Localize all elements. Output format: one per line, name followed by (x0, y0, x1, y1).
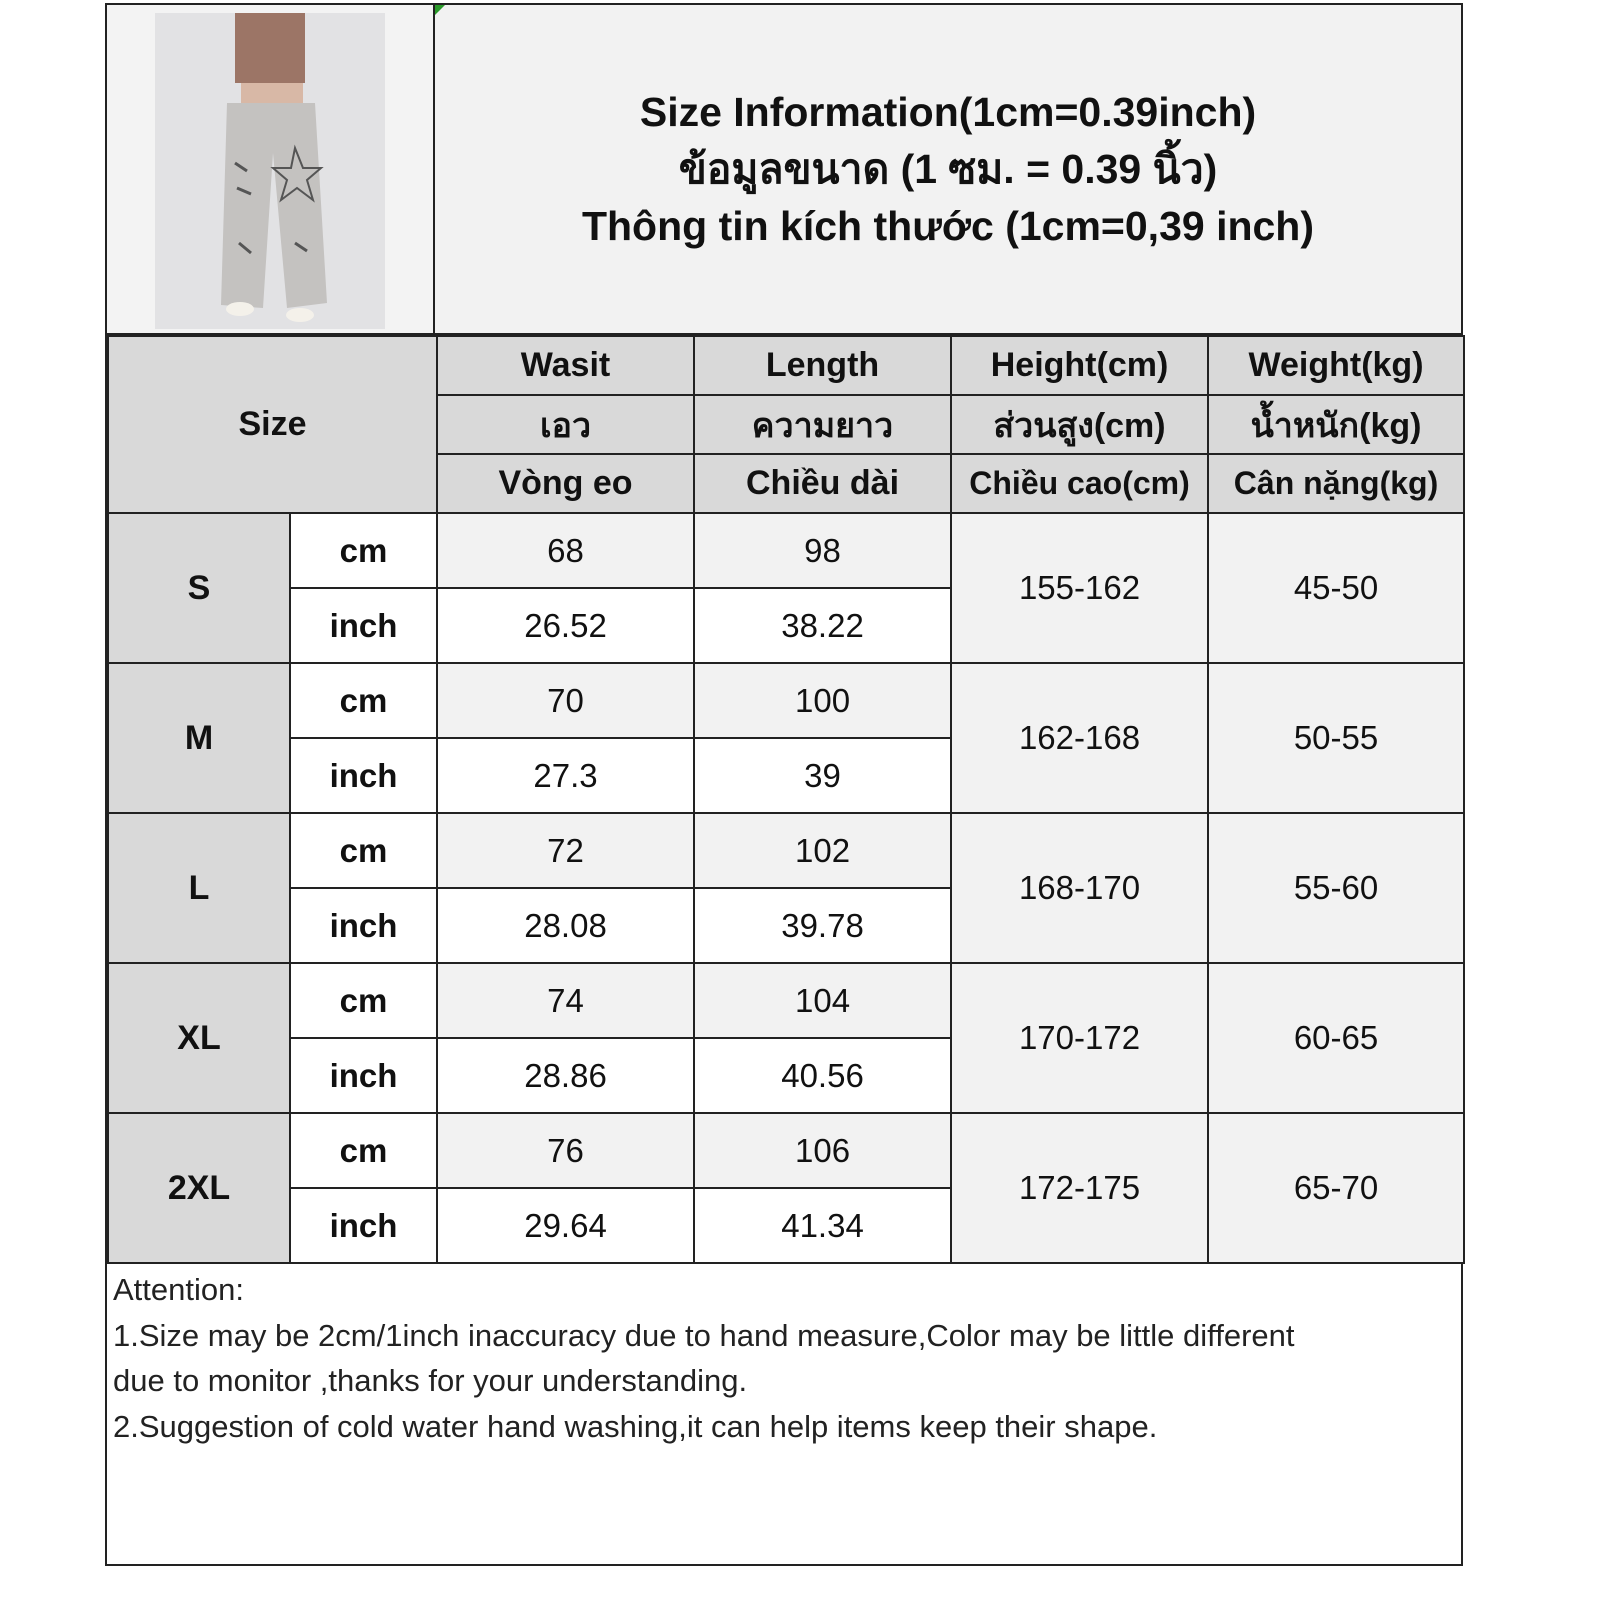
unit-cm: cm (288, 662, 439, 739)
unit-cm: cm (288, 1112, 439, 1189)
col-header-weight: Weight(kg) (1207, 335, 1466, 396)
product-photo-cell (107, 5, 435, 333)
height-range: 162-168 (950, 662, 1210, 814)
length-inch-value: 41.34 (693, 1187, 953, 1264)
size-label: 2XL (107, 1112, 291, 1264)
unit-inch: inch (288, 1037, 439, 1114)
size-table: Size Wasit Length Height(cm) Weight(kg) … (106, 335, 1466, 1264)
note-line: due to monitor ,thanks for your understa… (113, 1363, 748, 1398)
waist-inch-value: 26.52 (436, 587, 696, 664)
unit-inch: inch (288, 737, 439, 814)
waist-cm-value: 68 (436, 512, 696, 589)
waist-cm-value: 76 (436, 1112, 696, 1189)
length-inch-value: 38.22 (693, 587, 953, 664)
weight-range: 60-65 (1207, 962, 1466, 1114)
size-label: XL (107, 962, 291, 1114)
unit-inch: inch (288, 587, 439, 664)
unit-cm: cm (288, 512, 439, 589)
col-header-length-vi: Chiều dài (693, 453, 953, 514)
height-range: 170-172 (950, 962, 1210, 1114)
header-row-english: Size Wasit Length Height(cm) Weight(kg) (106, 335, 1466, 514)
waist-cm-value: 70 (436, 662, 696, 739)
size-header: Size (106, 335, 439, 514)
size-row-inch: inch 27.3 39 (108, 737, 1464, 814)
col-header-weight-thai: น้ำหนัก(kg) (1207, 394, 1466, 455)
length-inch-value: 39 (693, 737, 953, 814)
chart-header: Size Information(1cm=0.39inch) ข้อมูลขนา… (107, 5, 1461, 335)
title-english: Size Information(1cm=0.39inch) (639, 88, 1257, 135)
height-range: 168-170 (950, 812, 1210, 964)
weight-range: 45-50 (1207, 512, 1466, 664)
header-row-vietnamese: Vòng eo Chiều dài Chiều cao(cm) Cân nặng… (108, 453, 1466, 514)
length-cm-value: 100 (693, 662, 953, 739)
size-row-cm: 2XL cm 76 106 172-175 65-70 (107, 1112, 1466, 1264)
unit-inch: inch (288, 1187, 439, 1264)
height-range: 172-175 (950, 1112, 1210, 1264)
waist-inch-value: 28.08 (436, 887, 696, 964)
col-header-height-vi: Chiều cao(cm) (950, 453, 1210, 514)
col-header-waist-thai: เอว (436, 394, 696, 455)
size-row-inch: inch 28.08 39.78 (108, 887, 1464, 964)
size-label: S (107, 512, 291, 664)
note-line: 2.Suggestion of cold water hand washing,… (113, 1408, 1158, 1444)
title-vietnamese: Thông tin kích thước (1cm=0,39 inch) (581, 202, 1315, 249)
length-inch-value: 40.56 (693, 1037, 953, 1114)
unit-inch: inch (288, 887, 439, 964)
size-label: M (107, 662, 291, 814)
unit-cm: cm (288, 812, 439, 889)
notes-heading: Attention: (113, 1272, 244, 1307)
size-row-cm: XL cm 74 104 170-172 60-65 (107, 962, 1466, 1114)
size-row-inch: inch 26.52 38.22 (108, 587, 1464, 664)
waist-inch-value: 27.3 (436, 737, 696, 814)
waist-cm-value: 72 (436, 812, 696, 889)
note-line: 1.Size may be 2cm/1inch inaccuracy due t… (113, 1317, 1295, 1353)
length-inch-value: 39.78 (693, 887, 953, 964)
height-range: 155-162 (950, 512, 1210, 664)
header-row-thai: เอว ความยาว ส่วนสูง(cm) น้ำหนัก(kg) (108, 394, 1466, 455)
size-chart: Size Information(1cm=0.39inch) ข้อมูลขนา… (105, 3, 1466, 1566)
unit-cm: cm (288, 962, 439, 1039)
col-header-length-thai: ความยาว (693, 394, 953, 455)
col-header-height: Height(cm) (950, 335, 1210, 396)
length-cm-value: 104 (693, 962, 953, 1039)
col-header-waist-vi: Vòng eo (436, 453, 696, 514)
attention-notes: Attention: 1.Size may be 2cm/1inch inacc… (113, 1267, 1453, 1449)
length-cm-value: 98 (693, 512, 953, 589)
length-cm-value: 102 (693, 812, 953, 889)
size-label: L (107, 812, 291, 964)
size-row-inch: inch 29.64 41.34 (108, 1187, 1464, 1264)
product-photo (155, 13, 385, 329)
weight-range: 65-70 (1207, 1112, 1466, 1264)
length-cm-value: 106 (693, 1112, 953, 1189)
weight-range: 50-55 (1207, 662, 1466, 814)
col-header-waist: Wasit (436, 335, 696, 396)
col-header-weight-vi: Cân nặng(kg) (1207, 453, 1466, 514)
size-row-inch: inch 28.86 40.56 (108, 1037, 1464, 1114)
waist-inch-value: 29.64 (436, 1187, 696, 1264)
col-header-length: Length (693, 335, 953, 396)
title-thai: ข้อมูลขนาด (1 ซม. = 0.39 นิ้ว) (678, 145, 1218, 192)
size-information-title: Size Information(1cm=0.39inch) ข้อมูลขนา… (435, 5, 1461, 333)
col-header-height-thai: ส่วนสูง(cm) (950, 394, 1210, 455)
waist-cm-value: 74 (436, 962, 696, 1039)
weight-range: 55-60 (1207, 812, 1466, 964)
waist-inch-value: 28.86 (436, 1037, 696, 1114)
